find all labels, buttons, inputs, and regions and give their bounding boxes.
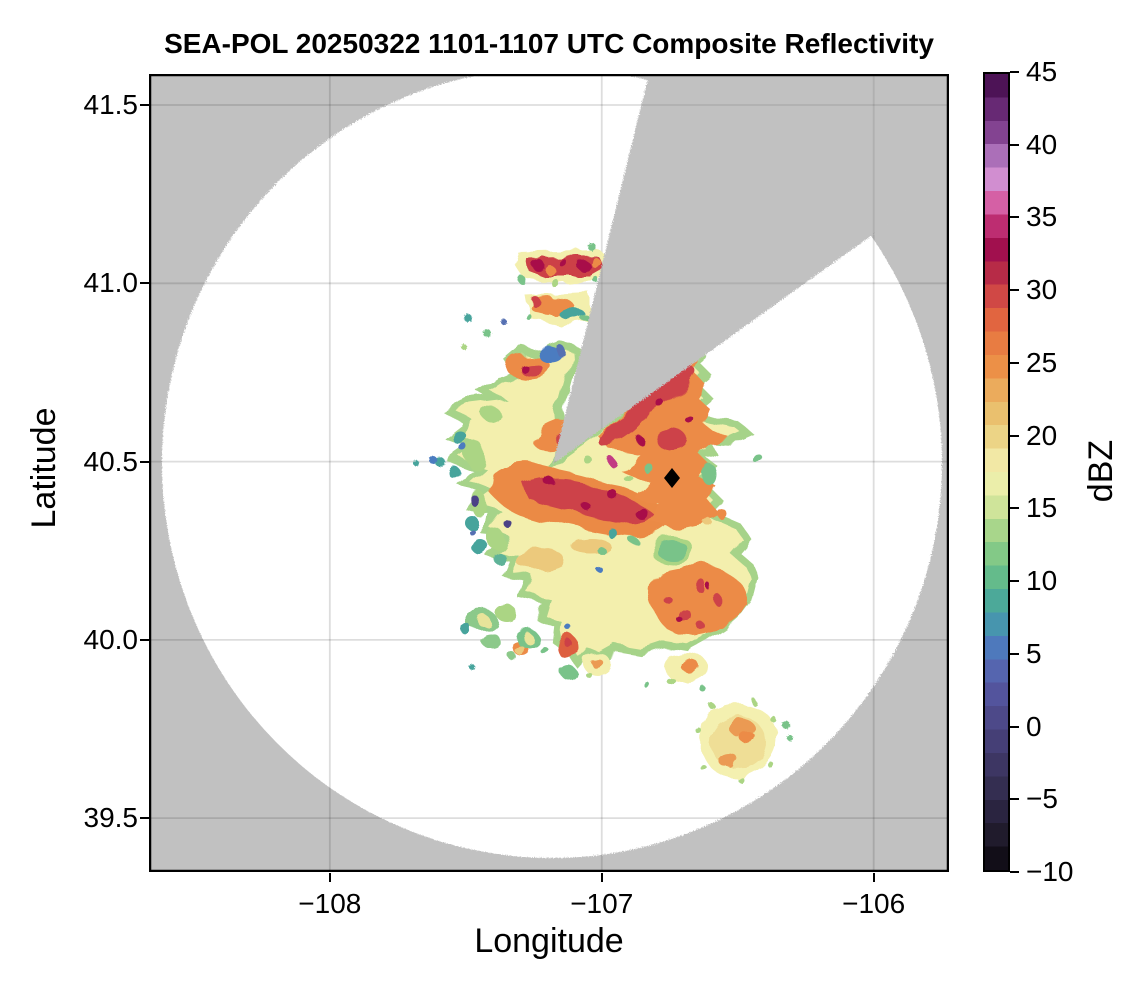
colorbar-tick-label: −5 — [1026, 783, 1058, 815]
y-tick-label: 41.5 — [83, 89, 139, 121]
x-tick-mark — [872, 873, 875, 882]
colorbar-tick-label: 15 — [1026, 492, 1058, 524]
y-tick-mark — [140, 460, 149, 463]
colorbar-tick-mark — [1010, 216, 1019, 219]
echo-detached-cells — [460, 250, 777, 782]
colorbar-tick-mark — [1010, 434, 1019, 437]
colorbar-tick-mark — [1010, 871, 1019, 873]
x-tick-label: −106 — [842, 888, 906, 919]
y-tick-label: 41.0 — [83, 267, 139, 299]
colorbar-tick-label: 40 — [1026, 128, 1058, 160]
colorbar-tick-mark — [1010, 725, 1019, 728]
colorbar-tick-mark — [1010, 289, 1019, 292]
colorbar-tick-mark — [1010, 71, 1019, 73]
y-tick-mark — [140, 282, 149, 285]
colorbar — [983, 72, 1010, 872]
x-axis-label: Longitude — [474, 922, 624, 960]
chart-title: SEA-POL 20250322 1101-1107 UTC Composite… — [164, 28, 934, 59]
x-tick-label: −108 — [298, 888, 362, 919]
x-tick-mark — [600, 873, 603, 882]
y-tick-label: 40.5 — [83, 445, 139, 477]
y-tick-label: 40.0 — [83, 623, 139, 655]
y-tick-label: 39.5 — [83, 802, 139, 834]
echo-main-mass — [441, 342, 760, 669]
echo-speckle-dots — [413, 243, 793, 741]
colorbar-tick-label: 0 — [1026, 710, 1042, 742]
colorbar-tick-label: 35 — [1026, 201, 1058, 233]
colorbar-tick-label: 45 — [1026, 56, 1058, 87]
colorbar-tick-mark — [1010, 580, 1019, 583]
colorbar-tick-label: 5 — [1026, 637, 1042, 669]
colorbar-tick-mark — [1010, 361, 1019, 364]
colorbar-tick-mark — [1010, 652, 1019, 655]
blocked-sector-wedge — [553, 74, 949, 464]
colorbar-tick-mark — [1010, 798, 1019, 801]
y-tick-mark — [140, 638, 149, 641]
x-tick-mark — [328, 873, 331, 882]
radar-site-marker-diamond — [664, 468, 680, 488]
colorbar-tick-label: 20 — [1026, 419, 1058, 451]
colorbar-tick-label: 10 — [1026, 565, 1058, 597]
radar-map — [149, 74, 949, 872]
colorbar-tick-mark — [1010, 143, 1019, 146]
colorbar-label: dBZ — [1082, 439, 1120, 503]
y-tick-mark — [140, 104, 149, 107]
y-tick-mark — [140, 817, 149, 820]
colorbar-tick-label: 30 — [1026, 274, 1058, 306]
colorbar-tick-label: 25 — [1026, 346, 1058, 378]
colorbar-tick-mark — [1010, 507, 1019, 510]
reflectivity-echoes — [413, 243, 793, 782]
colorbar-tick-label: −10 — [1026, 856, 1074, 887]
x-tick-label: −107 — [570, 888, 634, 919]
plot-border — [149, 74, 949, 872]
